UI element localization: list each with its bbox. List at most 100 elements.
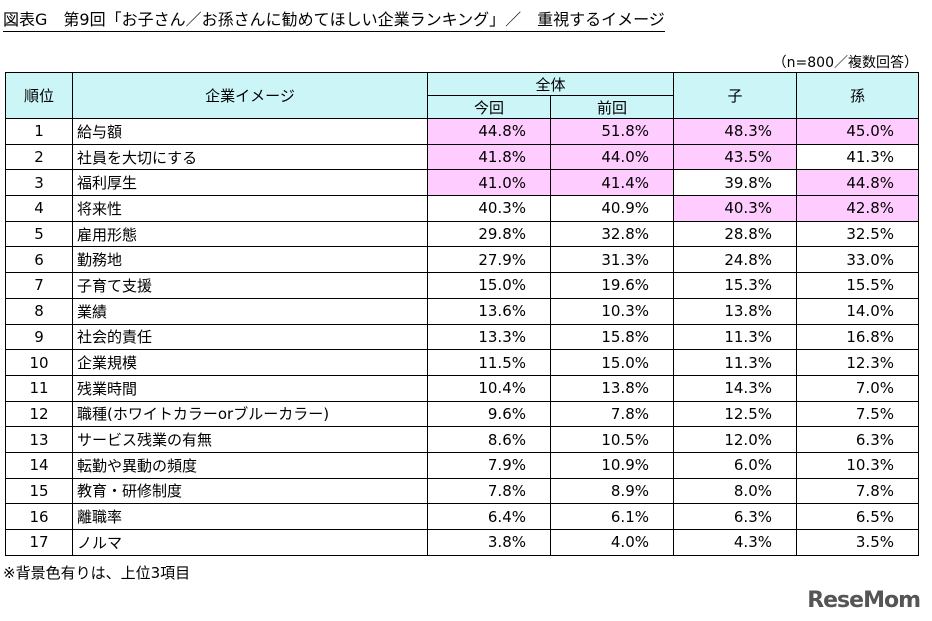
value-cell: 4.0% — [550, 529, 674, 556]
value-cell: 31.3% — [550, 246, 674, 274]
value-cell: 13.3% — [427, 323, 551, 351]
value-cell: 7.8% — [796, 477, 919, 505]
value-cell: 41.0% — [427, 169, 551, 197]
label-cell: 給与額 — [72, 118, 428, 145]
value-cell: 45.0% — [796, 118, 919, 145]
label-cell: 業績 — [72, 297, 428, 325]
value-cell: 3.5% — [796, 529, 919, 556]
value-cell: 10.3% — [550, 297, 674, 325]
value-cell: 48.3% — [673, 118, 797, 145]
header-cell: 子 — [673, 72, 797, 119]
label-cell: 勤務地 — [72, 246, 428, 274]
value-cell: 42.8% — [796, 195, 919, 222]
label-cell: サービス残業の有無 — [72, 426, 428, 453]
table-row: 6 勤務地 27.9% 31.3% 24.8% 33.0% — [5, 246, 919, 274]
value-cell: 11.3% — [673, 349, 797, 376]
value-cell: 16.8% — [796, 323, 919, 351]
rank-cell: 10 — [5, 349, 73, 376]
value-cell: 40.3% — [673, 195, 797, 222]
table-row: 5 雇用形態 29.8% 32.8% 28.8% 32.5% — [5, 220, 919, 248]
ranking-table: 順位 企業イメージ 全体 子 孫 今回 前回 1 給与額 44.8% 51.8% 48.… — [5, 72, 919, 556]
value-cell: 41.8% — [427, 143, 551, 171]
rank-cell: 1 — [5, 118, 73, 145]
rank-cell: 7 — [5, 272, 73, 299]
logo: ReseMom — [807, 588, 921, 613]
table-row: 15 教育・研修制度 7.8% 8.9% 8.0% 7.8% — [5, 477, 919, 505]
value-cell: 32.8% — [550, 220, 674, 248]
value-cell: 12.3% — [796, 349, 919, 376]
label-cell: 職種(ホワイトカラーorブルーカラー) — [72, 400, 428, 428]
table-row: 10 企業規模 11.5% 15.0% 11.3% 12.3% — [5, 349, 919, 376]
value-cell: 15.5% — [796, 272, 919, 299]
table-row: 12 職種(ホワイトカラーorブルーカラー) 9.6% 7.8% 12.5% 7.5% — [5, 400, 919, 428]
header-cell: 企業イメージ — [72, 72, 428, 119]
value-cell: 41.4% — [550, 169, 674, 197]
table-row: 1 給与額 44.8% 51.8% 48.3% 45.0% — [5, 118, 919, 145]
label-cell: 残業時間 — [72, 374, 428, 402]
table-row: 4 将来性 40.3% 40.9% 40.3% 42.8% — [5, 195, 919, 222]
table-row: 13 サービス残業の有無 8.6% 10.5% 12.0% 6.3% — [5, 426, 919, 453]
value-cell: 12.5% — [673, 400, 797, 428]
table-row: 11 残業時間 10.4% 13.8% 14.3% 7.0% — [5, 374, 919, 402]
rank-cell: 12 — [5, 400, 73, 428]
value-cell: 19.6% — [550, 272, 674, 299]
value-cell: 12.0% — [673, 426, 797, 453]
label-cell: 教育・研修制度 — [72, 477, 428, 505]
value-cell: 13.6% — [427, 297, 551, 325]
table-row: 2 社員を大切にする 41.8% 44.0% 43.5% 41.3% — [5, 143, 919, 171]
label-cell: 福利厚生 — [72, 169, 428, 197]
value-cell: 43.5% — [673, 143, 797, 171]
table-row: 7 子育て支援 15.0% 19.6% 15.3% 15.5% — [5, 272, 919, 299]
value-cell: 44.0% — [550, 143, 674, 171]
value-cell: 10.4% — [427, 374, 551, 402]
table-row: 9 社会的責任 13.3% 15.8% 11.3% 16.8% — [5, 323, 919, 351]
rank-cell: 15 — [5, 477, 73, 505]
label-cell: 将来性 — [72, 195, 428, 222]
rank-cell: 8 — [5, 297, 73, 325]
value-cell: 13.8% — [550, 374, 674, 402]
table-row: 17 ノルマ 3.8% 4.0% 4.3% 3.5% — [5, 529, 919, 556]
value-cell: 11.3% — [673, 323, 797, 351]
value-cell: 10.3% — [796, 451, 919, 479]
value-cell: 6.1% — [550, 503, 674, 530]
rank-cell: 9 — [5, 323, 73, 351]
label-cell: 離職率 — [72, 503, 428, 530]
value-cell: 32.5% — [796, 220, 919, 248]
value-cell: 8.9% — [550, 477, 674, 505]
label-cell: 社員を大切にする — [72, 143, 428, 171]
value-cell: 7.0% — [796, 374, 919, 402]
value-cell: 6.4% — [427, 503, 551, 530]
value-cell: 13.8% — [673, 297, 797, 325]
label-cell: ノルマ — [72, 529, 428, 556]
rank-cell: 11 — [5, 374, 73, 402]
label-cell: 転勤や異動の頻度 — [72, 451, 428, 479]
value-cell: 15.0% — [550, 349, 674, 376]
rank-cell: 6 — [5, 246, 73, 274]
header-cell: 前回 — [550, 95, 674, 119]
table-row: 8 業績 13.6% 10.3% 13.8% 14.0% — [5, 297, 919, 325]
rank-cell: 13 — [5, 426, 73, 453]
value-cell: 44.8% — [796, 169, 919, 197]
value-cell: 41.3% — [796, 143, 919, 171]
rank-cell: 2 — [5, 143, 73, 171]
value-cell: 7.5% — [796, 400, 919, 428]
value-cell: 27.9% — [427, 246, 551, 274]
value-cell: 15.8% — [550, 323, 674, 351]
value-cell: 6.5% — [796, 503, 919, 530]
value-cell: 10.9% — [550, 451, 674, 479]
value-cell: 8.0% — [673, 477, 797, 505]
table-row: 3 福利厚生 41.0% 41.4% 39.8% 44.8% — [5, 169, 919, 197]
value-cell: 24.8% — [673, 246, 797, 274]
value-cell: 40.3% — [427, 195, 551, 222]
header-cell: 全体 — [427, 72, 674, 96]
header-cell: 順位 — [5, 72, 73, 119]
value-cell: 39.8% — [673, 169, 797, 197]
label-cell: 雇用形態 — [72, 220, 428, 248]
rank-cell: 4 — [5, 195, 73, 222]
value-cell: 6.3% — [796, 426, 919, 453]
title: 図表G 第9回「お子さん／お孫さんに勧めてほしい企業ランキング」／ 重視するイメ… — [3, 6, 665, 32]
table-row: 16 離職率 6.4% 6.1% 6.3% 6.5% — [5, 503, 919, 530]
value-cell: 6.3% — [673, 503, 797, 530]
rank-cell: 17 — [5, 529, 73, 556]
